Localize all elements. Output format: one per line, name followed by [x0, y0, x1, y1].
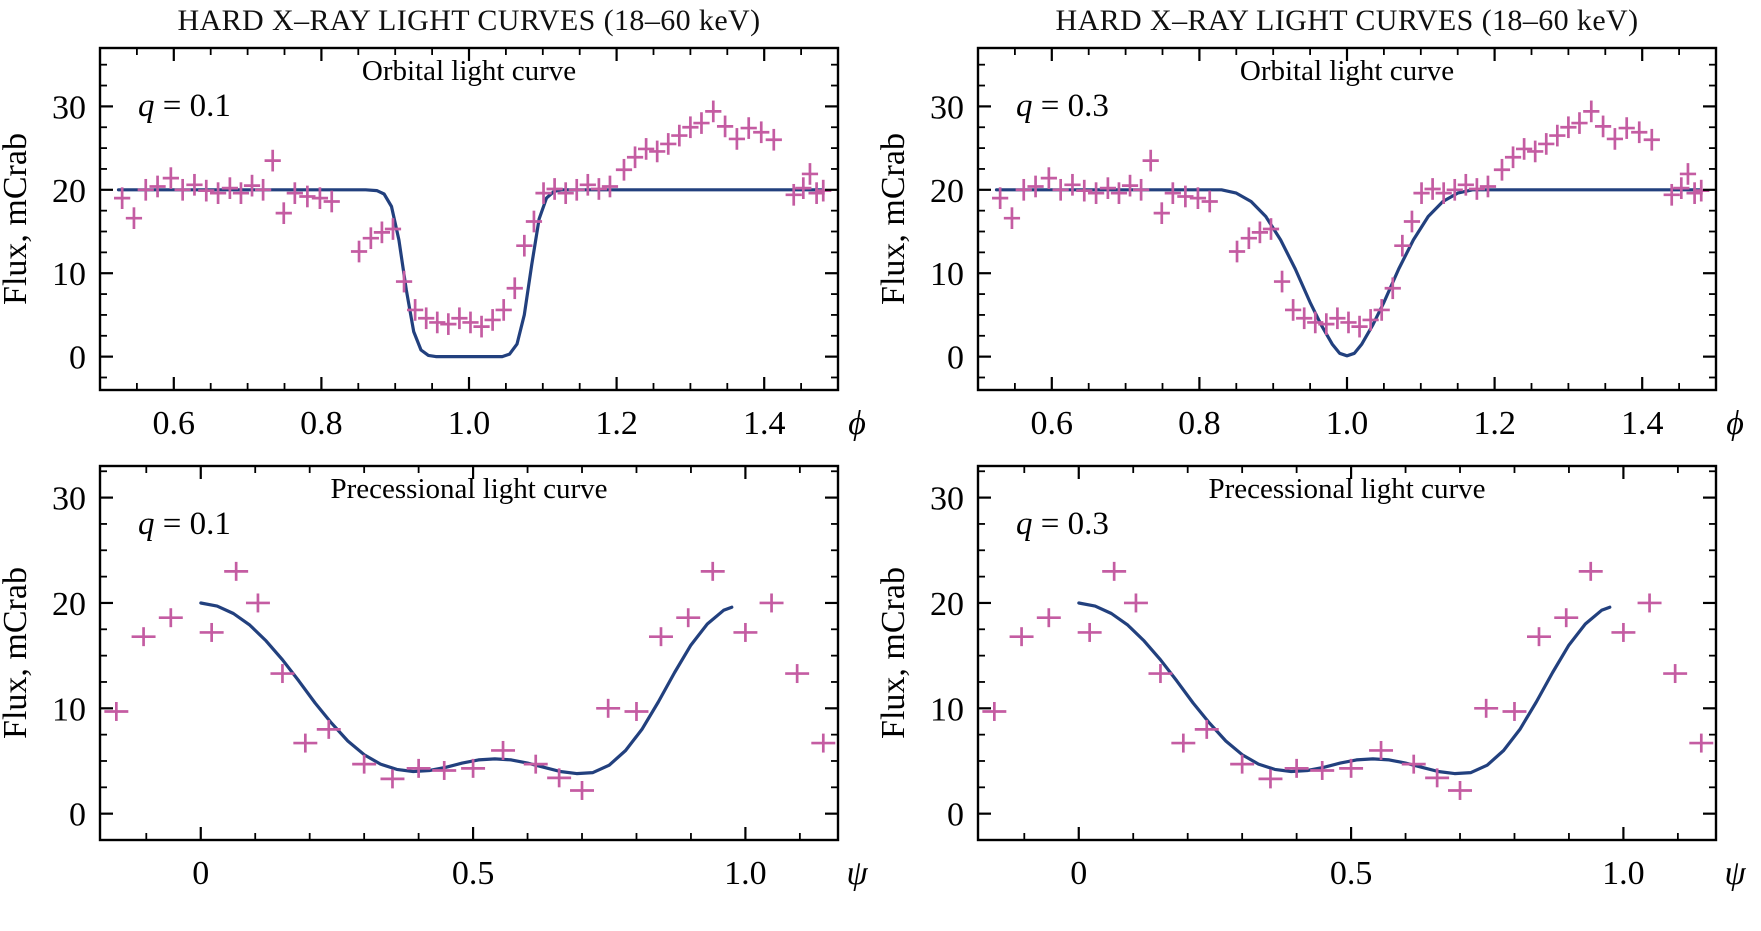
q-label: q = 0.3 [1016, 506, 1109, 542]
y-axis-label: Flux, mCrab [878, 133, 912, 305]
y-tick-label: 20 [52, 586, 86, 623]
x-tick-label: 0.8 [1178, 405, 1221, 442]
data-points [114, 100, 832, 338]
y-tick-label: 10 [930, 691, 964, 728]
x-axis-symbol: ψ [846, 855, 868, 892]
axis-labels: 0.6 0.8 1.0 1.2 1.4 0 10 20 30 ϕ Flux, mCrab Orbita… [0, 55, 866, 442]
orbital-chart-q0.3: 0.6 0.8 1.0 1.2 1.4 0 10 20 30 ϕ Flux, mCrab Orbita… [878, 46, 1744, 442]
q-label: q = 0.3 [1016, 88, 1109, 124]
axis-ticks [100, 466, 838, 841]
axis-ticks [977, 48, 1717, 390]
column-right: HARD X–RAY LIGHT CURVES (18–60 keV) 0.6 0… [878, 4, 1756, 914]
x-tick-label: 0.5 [452, 855, 495, 892]
model-curve [1077, 601, 1612, 776]
y-tick-label: 30 [930, 89, 964, 126]
orbital-chart-q0.1: 0.6 0.8 1.0 1.2 1.4 0 10 20 30 ϕ Flux, mCrab Orbita… [0, 46, 866, 442]
x-axis-symbol: ϕ [848, 405, 866, 442]
column-left: HARD X–RAY LIGHT CURVES (18–60 keV) 0.6 0… [0, 4, 878, 914]
y-tick-label: 10 [930, 256, 964, 293]
precessional-chart-q0.3: 0 0.5 1.0 0 10 20 30 ψ Flux, mCrab Precessional l… [878, 464, 1746, 892]
x-tick-label: 1.2 [595, 405, 638, 442]
q-label: q = 0.1 [138, 88, 231, 124]
x-tick-label: 1.0 [1602, 855, 1645, 892]
y-tick-label: 0 [947, 797, 964, 834]
x-tick-label: 0.5 [1330, 855, 1373, 892]
x-tick-label: 0 [192, 855, 209, 892]
data-points [104, 561, 836, 800]
y-axis-label: Flux, mCrab [0, 567, 34, 739]
y-tick-label: 20 [930, 586, 964, 623]
model-curve [199, 601, 734, 776]
plot-frame [976, 464, 1718, 842]
data-points [982, 561, 1714, 800]
y-tick-label: 0 [947, 340, 964, 377]
y-axis-label: Flux, mCrab [878, 567, 912, 739]
y-tick-label: 0 [69, 340, 86, 377]
x-tick-label: 0.8 [300, 405, 343, 442]
x-tick-label: 1.2 [1473, 405, 1516, 442]
x-tick-label: 1.4 [743, 405, 786, 442]
column-title-left: HARD X–RAY LIGHT CURVES (18–60 keV) [177, 4, 761, 37]
x-axis-symbol: ψ [1724, 855, 1746, 892]
x-tick-label: 1.4 [1621, 405, 1664, 442]
data-points [992, 100, 1710, 338]
axis-ticks [99, 48, 839, 390]
x-tick-label: 1.0 [1326, 405, 1369, 442]
model-curve [994, 188, 1702, 358]
panel-title: Precessional light curve [1208, 473, 1485, 505]
x-axis-symbol: ϕ [1726, 405, 1744, 442]
axis-ticks [978, 466, 1716, 841]
y-tick-label: 20 [52, 173, 86, 210]
x-tick-label: 0.6 [1031, 405, 1074, 442]
axis-labels: 0 0.5 1.0 0 10 20 30 ψ Flux, mCrab Precessional l… [878, 473, 1746, 892]
q-label: q = 0.1 [138, 506, 231, 542]
column-title-right: HARD X–RAY LIGHT CURVES (18–60 keV) [1055, 4, 1639, 37]
y-tick-label: 20 [930, 173, 964, 210]
y-tick-label: 30 [52, 89, 86, 126]
y-tick-label: 10 [52, 256, 86, 293]
y-axis-label: Flux, mCrab [0, 133, 34, 305]
x-tick-label: 1.0 [724, 855, 767, 892]
y-tick-label: 0 [69, 797, 86, 834]
axis-labels: 0 0.5 1.0 0 10 20 30 ψ Flux, mCrab Precessional l… [0, 473, 868, 892]
y-tick-label: 30 [930, 481, 964, 518]
panel-title: Precessional light curve [330, 473, 607, 505]
axis-labels: 0.6 0.8 1.0 1.2 1.4 0 10 20 30 ϕ Flux, mCrab Orbita… [878, 55, 1744, 442]
precessional-chart-q0.1: 0 0.5 1.0 0 10 20 30 ψ Flux, mCrab Precessional l… [0, 464, 868, 892]
x-tick-label: 0.6 [153, 405, 196, 442]
panel-title: Orbital light curve [362, 55, 576, 87]
x-tick-label: 1.0 [448, 405, 491, 442]
model-curve [116, 188, 824, 359]
panel-title: Orbital light curve [1240, 55, 1454, 87]
y-tick-label: 10 [52, 691, 86, 728]
x-tick-label: 0 [1070, 855, 1087, 892]
plot-frame [98, 464, 840, 842]
y-tick-label: 30 [52, 481, 86, 518]
